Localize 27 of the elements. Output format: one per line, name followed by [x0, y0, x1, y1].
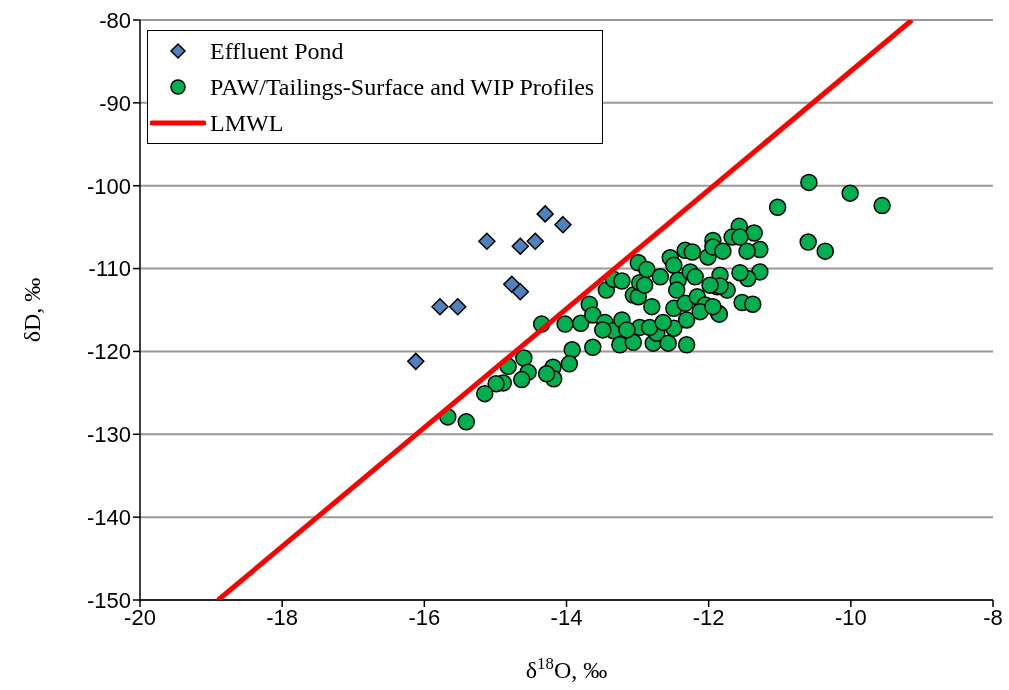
- point: [478, 232, 496, 250]
- point: [431, 297, 449, 316]
- y-tick-label: -120: [86, 339, 131, 365]
- y-axis-title: δD, ‰: [19, 277, 45, 343]
- x-tick-label: -10: [834, 604, 867, 630]
- point: [448, 297, 467, 316]
- x-tick-label: -16: [408, 604, 441, 630]
- legend-label: LMWL: [210, 109, 284, 137]
- point: [536, 205, 554, 223]
- x-tick-label: -12: [692, 604, 725, 630]
- point: [554, 215, 572, 234]
- y-tick-label: -110: [88, 256, 131, 282]
- y-tick-label: -140: [86, 504, 131, 530]
- point: [407, 352, 425, 371]
- y-tick-label: -100: [86, 173, 131, 199]
- legend-label: PAW/Tailings-Surface and WIP Profiles: [210, 73, 595, 101]
- point: [511, 283, 530, 301]
- point: [526, 232, 544, 250]
- x-tick-label: -8: [983, 604, 1003, 630]
- y-tick-label: -130: [86, 422, 131, 448]
- y-tick-label: -90: [99, 90, 131, 116]
- point: [511, 237, 530, 255]
- x-axis-title: δ$^{18}$O, ‰: [525, 653, 608, 683]
- x-tick-label: -18: [266, 604, 299, 630]
- legend-label: Effluent Pond: [210, 37, 344, 65]
- x-tick-label: -14: [550, 604, 583, 630]
- y-tick-label: -80: [99, 7, 131, 33]
